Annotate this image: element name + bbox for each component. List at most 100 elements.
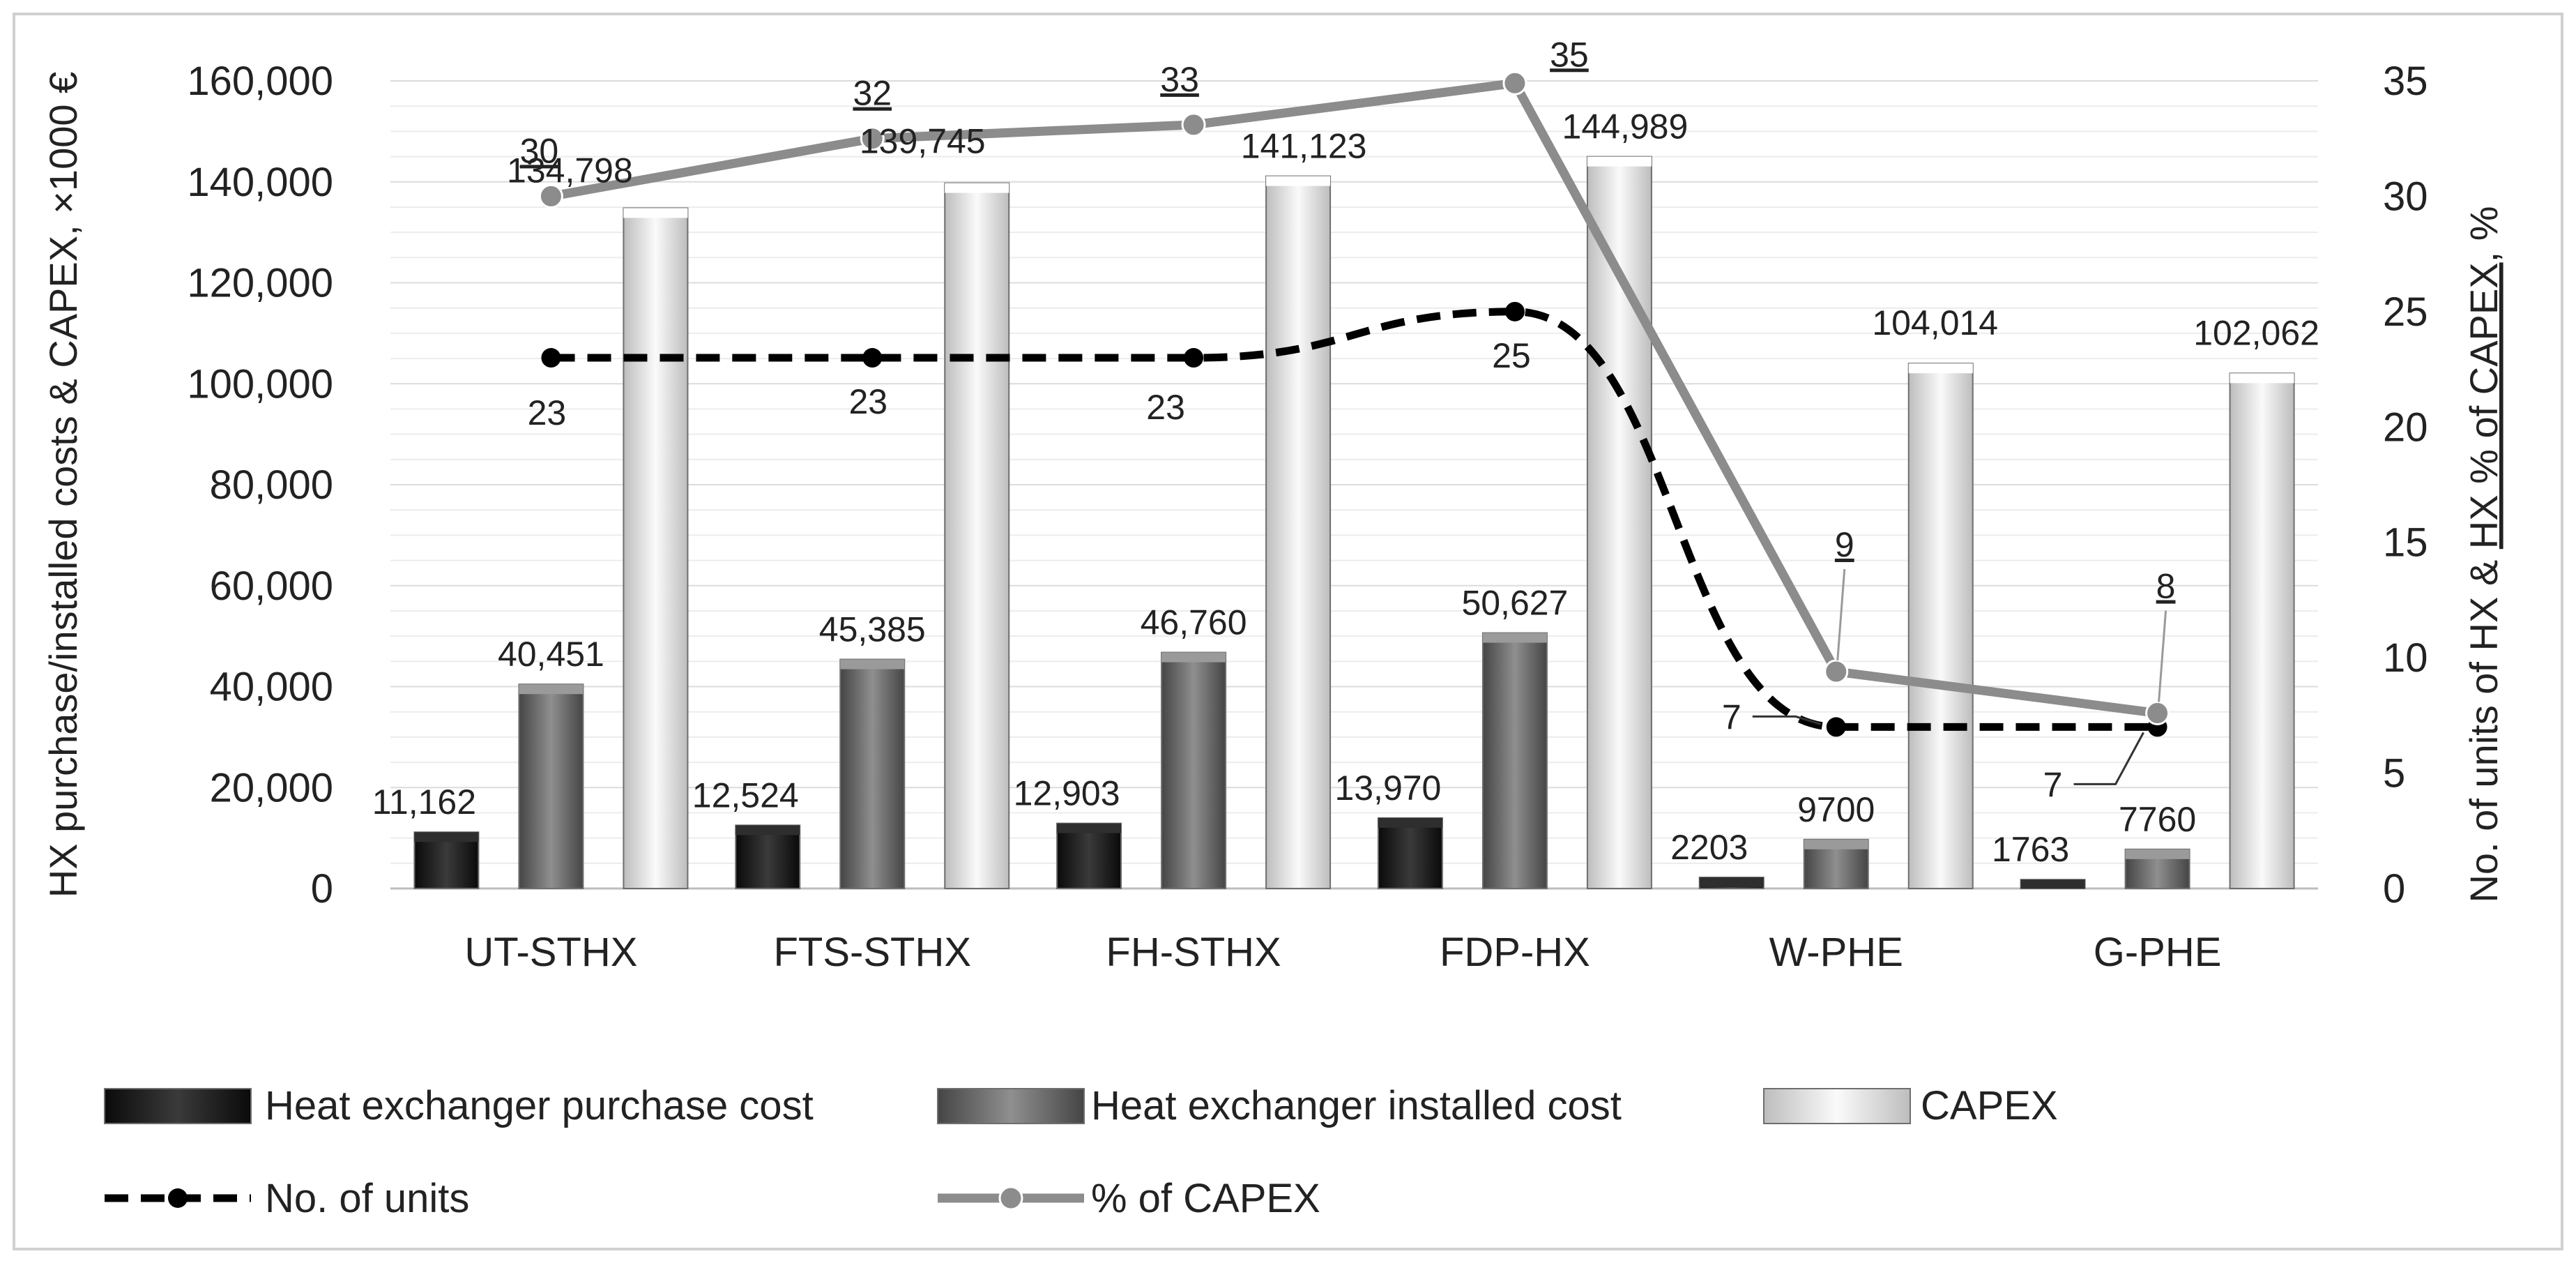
bar-top-cap <box>1266 176 1331 186</box>
units-label-leader <box>1752 715 1822 725</box>
line-pct-of-capex <box>550 78 2158 718</box>
bar-data-label: 144,989 <box>1562 107 1689 146</box>
units-data-label: 25 <box>1492 336 1531 375</box>
bar-heat-exchanger-purchase-cost <box>1377 817 1443 889</box>
units-marker <box>541 348 561 368</box>
legend-swatch-bar <box>104 1088 252 1124</box>
bar-data-label: 1763 <box>1992 830 2069 869</box>
bar-top-cap <box>2020 879 2085 888</box>
legend: Heat exchanger purchase cost Heat exchang… <box>104 1083 2058 1221</box>
legend-label: No. of units <box>265 1176 469 1221</box>
units-marker <box>1184 348 1204 368</box>
pct-data-label: 35 <box>1550 35 1589 74</box>
line-no-of-units <box>551 308 2158 731</box>
units-marker <box>1826 717 1846 737</box>
bars <box>413 156 2295 890</box>
bar-heat-exchanger-installed-cost <box>839 658 906 889</box>
lines <box>538 70 2170 737</box>
pct-label-leader <box>1836 568 1846 661</box>
pct-data-label: 33 <box>1160 60 1199 99</box>
bar-heat-exchanger-purchase-cost <box>1056 822 1122 889</box>
bar-data-label: 11,162 <box>372 782 476 822</box>
units-data-label: 23 <box>1146 388 1185 427</box>
y-left-tick-label: 140,000 <box>187 160 333 205</box>
pct-marker <box>2145 701 2170 726</box>
units-data-label: 7 <box>1722 697 1742 736</box>
bar-data-label: 40,451 <box>498 635 604 674</box>
bar-top-cap <box>1804 839 1868 849</box>
pct-marker <box>860 126 885 151</box>
bar-top-cap <box>519 684 584 695</box>
bar-top-cap <box>945 183 1009 193</box>
bar-data-label: 141,123 <box>1241 127 1367 166</box>
y-right-tick-label: 35 <box>2383 59 2428 104</box>
y-left-tick-label: 160,000 <box>187 59 333 104</box>
bar-capex <box>2229 372 2295 889</box>
data-labels: 11,162 40,451 134,798 12,524 45,385 139,745 12… <box>372 35 2319 869</box>
pct-data-label: 30 <box>520 131 559 170</box>
gridlines <box>390 80 2318 890</box>
pct-marker <box>1181 112 1206 137</box>
bar-top-cap <box>414 832 479 842</box>
y-right-tick-label: 15 <box>2383 520 2428 566</box>
pct-label-leader <box>2158 610 2167 702</box>
y-right-tick-label: 25 <box>2383 289 2428 335</box>
bar-heat-exchanger-installed-cost <box>1161 651 1227 890</box>
bar-data-label: 50,627 <box>1461 584 1568 623</box>
y-left-tick-label: 120,000 <box>187 261 333 306</box>
bar-top-cap <box>736 825 800 835</box>
bar-data-label: 45,385 <box>819 610 926 649</box>
bar-top-cap <box>1482 633 1547 643</box>
y-right-axis-title: No. of units of HX & HX % of CAPEX, % <box>2462 206 2506 902</box>
units-marker <box>862 348 883 368</box>
legend-label: CAPEX <box>1921 1083 2058 1128</box>
x-category-label: W-PHE <box>1769 930 1903 975</box>
bar-data-label: 134,798 <box>507 151 633 190</box>
units-label-leader <box>2073 732 2144 785</box>
x-category-label: FTS-STHX <box>773 930 971 975</box>
y-right-tick-label: 10 <box>2383 635 2428 681</box>
axes: 0 20,000 40,000 60,000 80,000 100,000 120,000 1… <box>41 59 2506 975</box>
legend-swatch-marker <box>998 1186 1023 1211</box>
bar-top-cap <box>1378 817 1442 828</box>
y-left-tick-label: 40,000 <box>210 665 333 710</box>
bar-data-label: 104,014 <box>1872 303 1998 342</box>
legend-swatch-bar <box>937 1088 1085 1124</box>
x-category-label: FDP-HX <box>1440 930 1590 975</box>
y-left-tick-label: 100,000 <box>187 361 333 407</box>
pct-data-label: 32 <box>853 74 892 113</box>
units-data-label: 23 <box>848 382 887 421</box>
units-data-label: 23 <box>528 393 567 432</box>
pct-data-label: 8 <box>2156 567 2176 606</box>
bar-data-label: 13,970 <box>1334 769 1441 808</box>
legend-label: Heat exchanger installed cost <box>1091 1083 1622 1128</box>
y-left-tick-label: 80,000 <box>210 462 333 508</box>
x-category-label: G-PHE <box>2094 930 2222 975</box>
bar-heat-exchanger-installed-cost <box>1481 632 1548 889</box>
y-left-tick-label: 60,000 <box>210 564 333 609</box>
bar-top-cap <box>1057 823 1122 833</box>
bar-heat-exchanger-installed-cost <box>518 683 584 889</box>
y-left-tick-label: 20,000 <box>210 765 333 810</box>
pct-marker <box>538 183 563 209</box>
bar-data-label: 7760 <box>2119 800 2196 839</box>
y-right-tick-label: 20 <box>2383 404 2428 450</box>
y-right-tick-label: 30 <box>2383 174 2428 219</box>
y-right-axis-title-part: HX % of CAPEX <box>2462 262 2506 549</box>
bar-capex <box>1907 363 1974 889</box>
bar-top-cap <box>1587 156 1652 167</box>
bar-data-label: 102,062 <box>2193 313 2319 352</box>
bar-top-cap <box>840 659 905 670</box>
y-right-axis-title-part: , % <box>2462 206 2506 262</box>
y-right-tick-label: 5 <box>2383 751 2405 796</box>
bar-data-label: 46,760 <box>1141 603 1247 642</box>
x-category-label: FH-STHX <box>1106 930 1281 975</box>
y-right-tick-label: 0 <box>2383 866 2405 912</box>
pct-marker <box>1824 659 1849 684</box>
legend-label: Heat exchanger purchase cost <box>265 1083 814 1128</box>
bar-top-cap <box>2125 849 2190 859</box>
x-category-label: UT-STHX <box>464 930 637 975</box>
bar-top-cap <box>2230 373 2294 384</box>
bar-capex <box>1265 175 1332 889</box>
